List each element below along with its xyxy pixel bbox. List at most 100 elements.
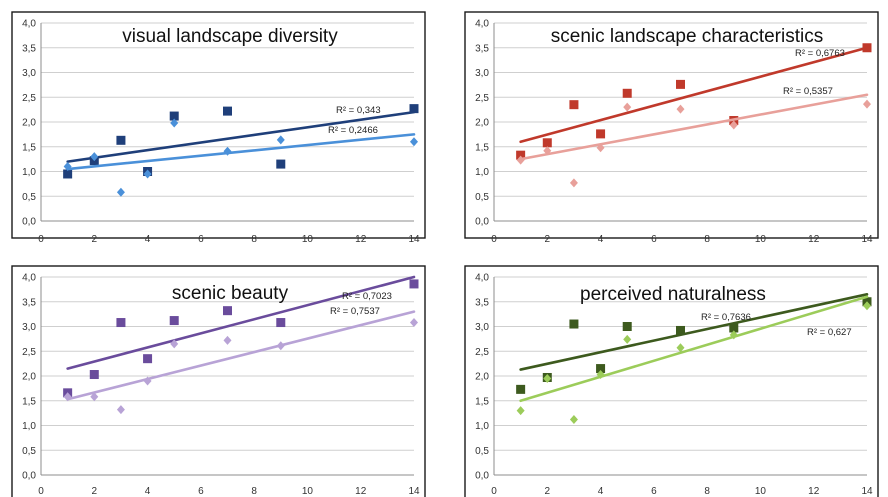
data-point bbox=[223, 306, 232, 316]
y-tick-label: 3,0 bbox=[475, 322, 489, 333]
chart-perceived-naturalness: 0,0 0,5 1,0 1,5 2,0 2,5 3,0 3,5 4,0 0 2 4 6 8 10 12 14 pe… bbox=[462, 263, 882, 497]
chart-scenic-beauty: 0,0 0,5 1,0 1,5 2,0 2,5 3,0 3,5 4,0 0 2 4 6 8 10 12 14 sc… bbox=[9, 263, 429, 497]
y-tick-label: 0,5 bbox=[22, 446, 36, 457]
y-tick-label: 0,5 bbox=[475, 446, 489, 457]
data-point bbox=[729, 323, 739, 333]
data-point bbox=[63, 169, 73, 179]
y-tick-label: 2,0 bbox=[22, 118, 36, 129]
x-tick-label: 4 bbox=[598, 234, 604, 245]
x-tick-label: 2 bbox=[545, 486, 551, 497]
x-tick-label: 4 bbox=[145, 234, 151, 245]
y-tick-label: 0,0 bbox=[22, 471, 36, 482]
y-tick-label: 3,5 bbox=[475, 43, 489, 54]
y-tick-label: 1,5 bbox=[475, 396, 489, 407]
data-point bbox=[516, 155, 525, 165]
x-tick-label: 8 bbox=[704, 234, 710, 245]
x-tick-label: 12 bbox=[355, 486, 367, 497]
y-tick-label: 3,5 bbox=[22, 297, 36, 308]
x-tick-label: 10 bbox=[755, 234, 767, 245]
y-tick-label: 1,0 bbox=[475, 421, 489, 432]
data-point bbox=[143, 354, 153, 364]
y-tick-label: 2,0 bbox=[475, 372, 489, 383]
y-tick-label: 2,5 bbox=[22, 93, 36, 104]
x-tick-label: 4 bbox=[145, 486, 151, 497]
data-point bbox=[276, 318, 286, 328]
y-tick-label: 0,5 bbox=[22, 192, 36, 203]
x-tick-label: 0 bbox=[491, 486, 497, 497]
x-tick-label: 12 bbox=[808, 234, 820, 245]
chart-frame bbox=[11, 265, 426, 497]
data-point bbox=[90, 392, 99, 402]
y-tick-label: 1,5 bbox=[475, 142, 489, 153]
y-tick-label: 3,5 bbox=[22, 43, 36, 54]
data-point bbox=[543, 373, 552, 383]
x-tick-label: 6 bbox=[198, 234, 204, 245]
y-tick-label: 1,5 bbox=[22, 142, 36, 153]
chart-title: perceived naturalness bbox=[580, 284, 766, 305]
data-point bbox=[223, 146, 232, 156]
data-point bbox=[410, 318, 418, 328]
x-tick-label: 0 bbox=[38, 234, 44, 245]
data-point bbox=[63, 392, 72, 402]
data-point bbox=[863, 99, 871, 109]
x-tick-label: 10 bbox=[302, 234, 314, 245]
chart-svg: 0,0 0,5 1,0 1,5 2,0 2,5 3,0 3,5 4,0 0 2 4 6 8 10 12 14 sc… bbox=[464, 11, 879, 245]
data-point bbox=[622, 88, 632, 98]
chart-svg: 0,0 0,5 1,0 1,5 2,0 2,5 3,0 3,5 4,0 0 2 4 6 8 10 12 14 sc… bbox=[11, 265, 426, 497]
data-point bbox=[223, 335, 232, 345]
data-point bbox=[143, 376, 152, 386]
data-point bbox=[543, 146, 552, 156]
data-point bbox=[116, 135, 126, 145]
data-point bbox=[596, 143, 605, 153]
data-point bbox=[569, 178, 578, 188]
data-point bbox=[676, 343, 685, 353]
r-squared-label: R² = 0,7023 bbox=[342, 291, 392, 302]
data-point bbox=[729, 330, 738, 340]
y-tick-label: 1,5 bbox=[22, 396, 36, 407]
data-point bbox=[409, 104, 419, 114]
chart-visual-landscape-diversity: 0,0 0,5 1,0 1,5 2,0 2,5 3,0 3,5 4,0 0 2 4 6 8 10 12 14 vi… bbox=[9, 9, 429, 245]
y-tick-label: 0,0 bbox=[475, 217, 489, 228]
y-tick-label: 2,5 bbox=[475, 347, 489, 358]
y-tick-label: 1,0 bbox=[22, 421, 36, 432]
data-point bbox=[409, 279, 419, 289]
data-point bbox=[143, 169, 152, 179]
data-point bbox=[623, 102, 632, 112]
data-point bbox=[676, 104, 685, 114]
data-point bbox=[622, 322, 632, 331]
data-point bbox=[542, 138, 552, 148]
x-tick-label: 14 bbox=[408, 234, 420, 245]
trendline-series-1 bbox=[519, 293, 869, 371]
chart-title: visual landscape diversity bbox=[122, 26, 338, 47]
data-point bbox=[729, 120, 738, 130]
trendline-series-1 bbox=[66, 275, 416, 370]
y-tick-label: 4,0 bbox=[22, 273, 36, 284]
data-point bbox=[569, 100, 579, 110]
x-tick-label: 8 bbox=[704, 486, 710, 497]
y-tick-label: 3,5 bbox=[475, 297, 489, 308]
chart-svg: 0,0 0,5 1,0 1,5 2,0 2,5 3,0 3,5 4,0 0 2 4 6 8 10 12 14 vi… bbox=[11, 11, 426, 245]
y-tick-label: 0,0 bbox=[475, 471, 489, 482]
data-point bbox=[116, 318, 126, 328]
chart-frame bbox=[11, 11, 426, 239]
y-tick-label: 2,0 bbox=[22, 372, 36, 383]
r-squared-label: R² = 0,627 bbox=[807, 327, 852, 338]
data-point bbox=[276, 159, 286, 169]
trendline-series-2 bbox=[66, 310, 416, 401]
data-point bbox=[276, 135, 285, 145]
y-tick-label: 4,0 bbox=[475, 273, 489, 284]
x-tick-label: 12 bbox=[355, 234, 367, 245]
x-tick-label: 4 bbox=[598, 486, 604, 497]
y-tick-label: 4,0 bbox=[475, 19, 489, 30]
trendline-series-2 bbox=[519, 295, 869, 403]
data-point bbox=[89, 370, 99, 380]
data-point bbox=[862, 43, 872, 53]
y-tick-label: 3,0 bbox=[22, 68, 36, 79]
data-point bbox=[170, 118, 179, 128]
r-squared-label: R² = 0,2466 bbox=[328, 125, 378, 136]
chart-svg: 0,0 0,5 1,0 1,5 2,0 2,5 3,0 3,5 4,0 0 2 4 6 8 10 12 14 pe… bbox=[464, 265, 879, 497]
y-tick-label: 1,0 bbox=[475, 167, 489, 178]
data-point bbox=[676, 325, 685, 335]
chart-title: scenic beauty bbox=[172, 283, 289, 304]
chart-title: scenic landscape characteristics bbox=[551, 26, 823, 47]
